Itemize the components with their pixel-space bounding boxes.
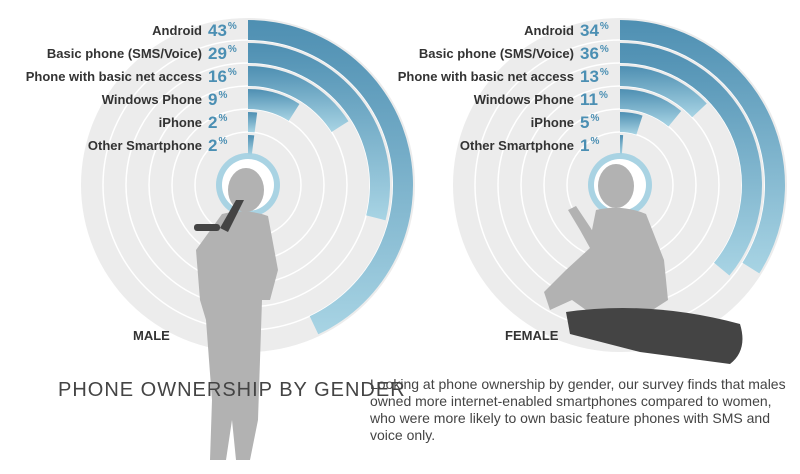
unit: % xyxy=(228,44,237,55)
arc-bar xyxy=(620,20,785,274)
category-label: iPhone xyxy=(531,115,574,130)
value-label: 11% xyxy=(580,90,608,109)
unit: % xyxy=(590,113,599,124)
arc-bar xyxy=(248,20,413,335)
female-silhouette xyxy=(544,164,743,364)
value-label: 29% xyxy=(208,44,237,63)
category-label: Phone with basic net access xyxy=(398,69,574,84)
value-label: 5% xyxy=(580,113,599,132)
category-label: Windows Phone xyxy=(474,92,574,107)
arc-bar xyxy=(248,112,258,133)
value: 11 xyxy=(580,90,598,109)
category-label: Basic phone (SMS/Voice) xyxy=(47,46,202,61)
male-silhouette xyxy=(194,168,278,460)
value: 29 xyxy=(208,44,227,63)
unit: % xyxy=(600,44,609,55)
arc-bar xyxy=(620,89,682,127)
category-label: Windows Phone xyxy=(102,92,202,107)
value: 43 xyxy=(208,21,227,40)
description: Looking at phone ownership by gender, ou… xyxy=(370,376,786,443)
value: 9 xyxy=(208,90,217,109)
arc-bar xyxy=(248,135,255,156)
arc-bar xyxy=(248,89,300,121)
value: 2 xyxy=(208,113,217,132)
title: PHONE OWNERSHIP BY GENDER xyxy=(58,379,406,401)
arc-bar xyxy=(620,66,707,118)
value: 36 xyxy=(580,44,599,63)
unit: % xyxy=(218,136,227,147)
value-label: 43% xyxy=(208,21,237,40)
value: 34 xyxy=(580,21,599,40)
value: 16 xyxy=(208,67,227,86)
unit: % xyxy=(218,113,227,124)
category-label: Phone with basic net access xyxy=(26,69,202,84)
unit: % xyxy=(228,21,237,32)
unit: % xyxy=(600,67,609,78)
arc-bar xyxy=(620,135,624,156)
arc-bar xyxy=(620,112,643,135)
value-label: 34% xyxy=(580,21,609,40)
value-label: 1% xyxy=(580,136,599,155)
value-label: 2% xyxy=(208,136,227,155)
arc-bar xyxy=(620,43,763,276)
value-label: 16% xyxy=(208,67,237,86)
category-label: Other Smartphone xyxy=(460,138,574,153)
unit: % xyxy=(590,136,599,147)
value-label: 36% xyxy=(580,44,609,63)
group-label: FEMALE xyxy=(505,328,559,343)
unit: % xyxy=(218,90,227,101)
unit: % xyxy=(228,67,237,78)
arc-bar xyxy=(248,43,391,221)
arc-bar xyxy=(248,66,349,132)
value-label: 9% xyxy=(208,90,227,109)
unit: % xyxy=(599,90,608,101)
category-label: Android xyxy=(152,23,202,38)
group-label: MALE xyxy=(133,328,170,343)
value-label: 13% xyxy=(580,67,609,86)
category-label: Other Smartphone xyxy=(88,138,202,153)
category-label: iPhone xyxy=(159,115,202,130)
value: 2 xyxy=(208,136,217,155)
value-label: 2% xyxy=(208,113,227,132)
category-label: Android xyxy=(524,23,574,38)
value: 5 xyxy=(580,113,589,132)
category-label: Basic phone (SMS/Voice) xyxy=(419,46,574,61)
unit: % xyxy=(600,21,609,32)
value: 1 xyxy=(580,136,589,155)
value: 13 xyxy=(580,67,599,86)
